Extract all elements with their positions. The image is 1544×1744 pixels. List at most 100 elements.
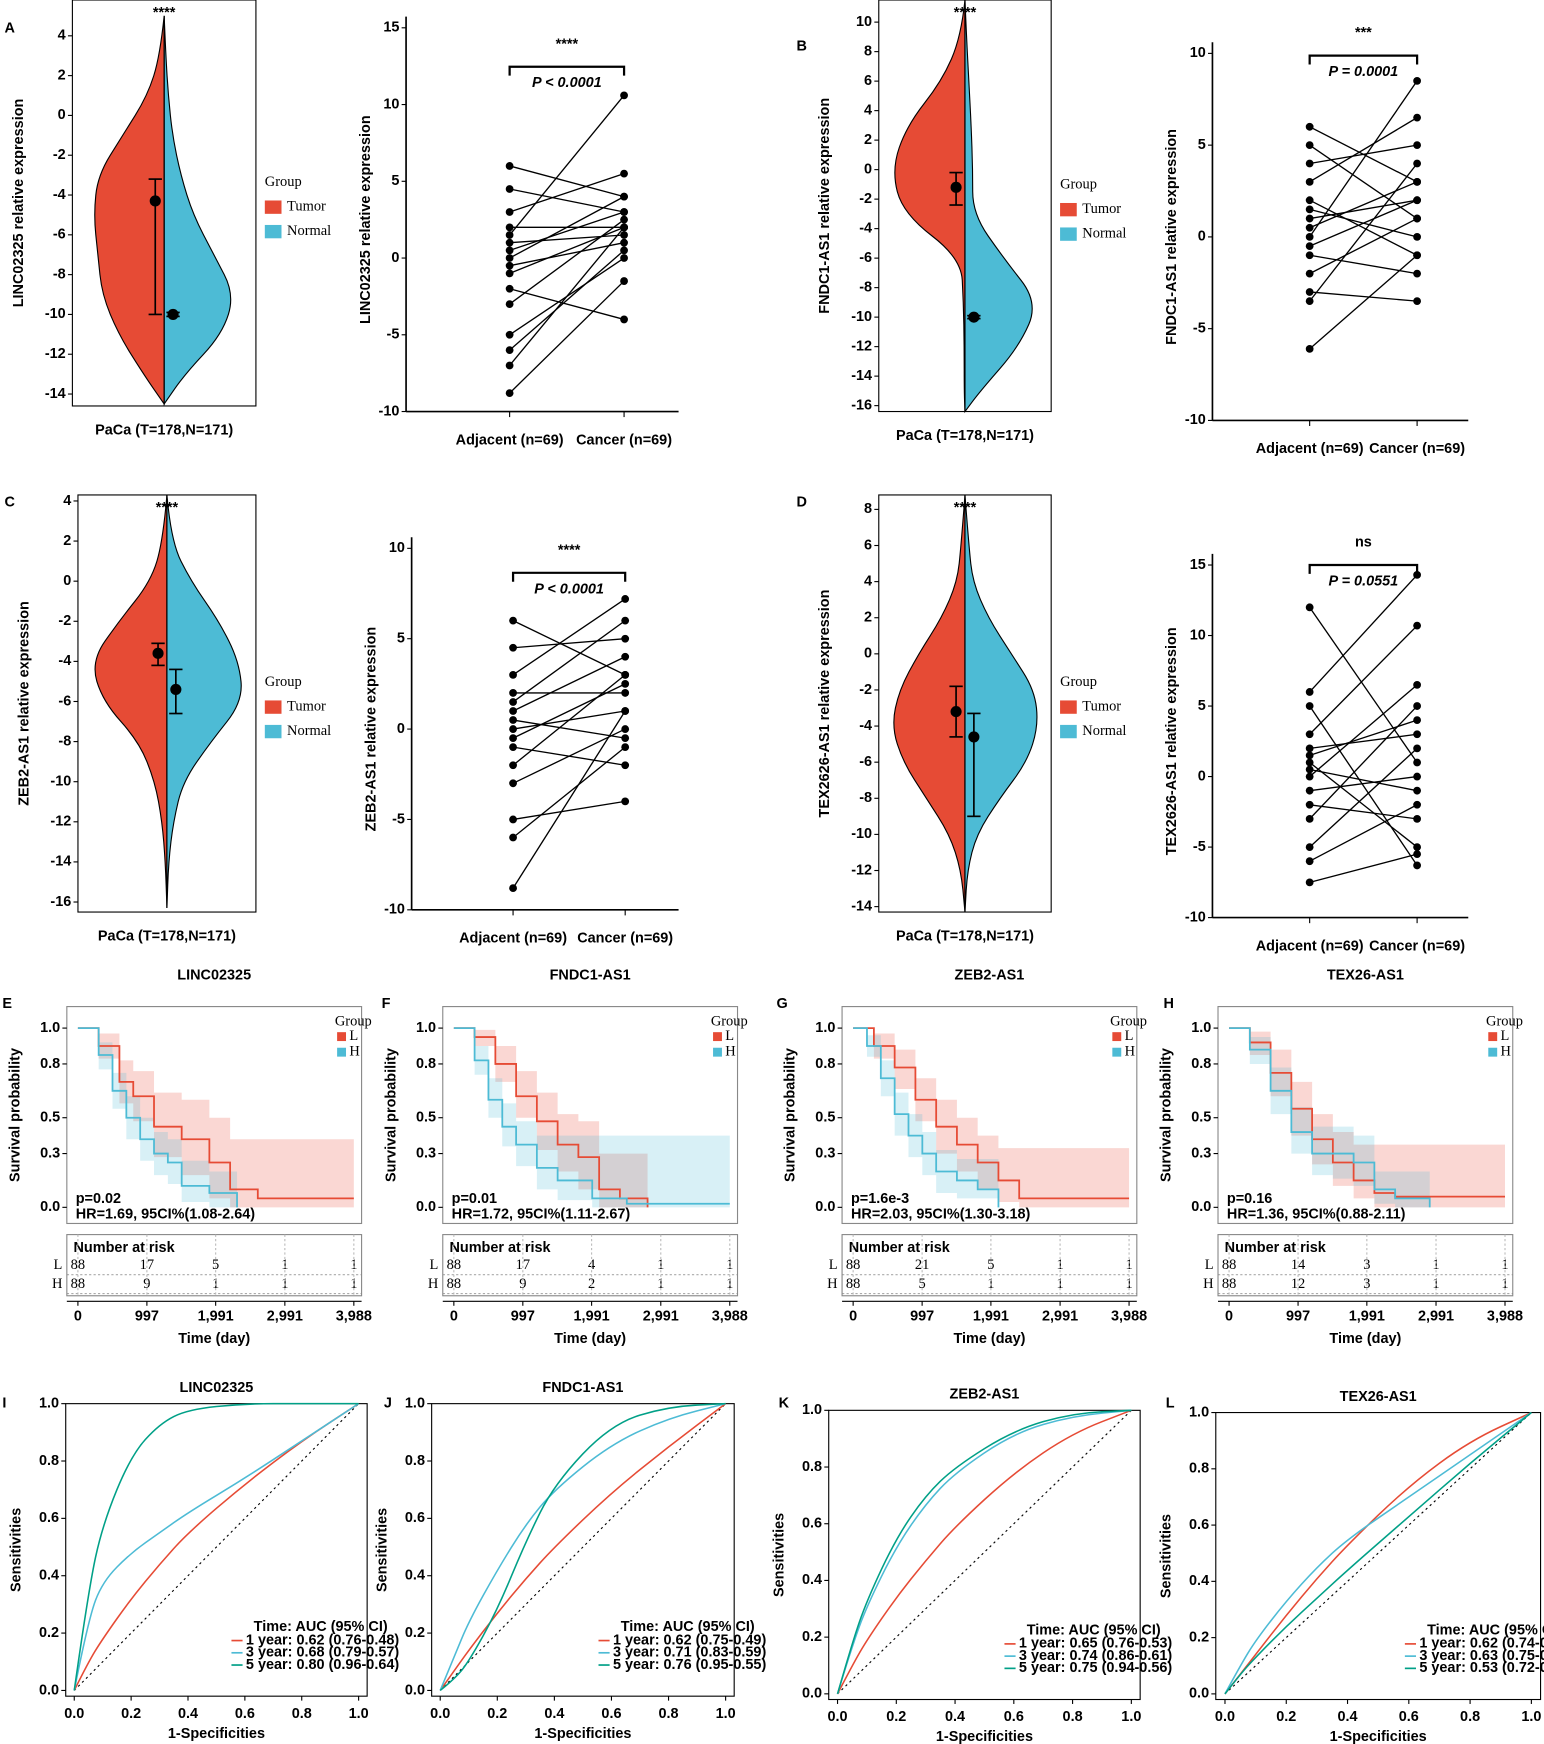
point	[505, 330, 514, 339]
point	[505, 261, 514, 270]
legend-swatch	[713, 1032, 722, 1042]
y-tick-label: 4	[864, 102, 872, 118]
x-axis-label: PaCa (T=178,N=171)	[896, 928, 1034, 944]
legend-title: Group	[335, 1013, 372, 1029]
point	[621, 670, 630, 679]
x-tick-label: Cancer (n=69)	[1369, 938, 1465, 954]
roc-curve	[439, 1403, 727, 1691]
point	[1305, 751, 1314, 760]
pair-line	[1309, 199, 1418, 247]
point	[1305, 159, 1314, 168]
legend-title: Time: AUC (95% CI)	[1427, 1622, 1544, 1638]
y-tick-label: 0.8	[802, 1459, 822, 1475]
point	[1413, 702, 1421, 710]
point	[509, 833, 517, 842]
x-tick-label: Adjacent (n=69)	[1256, 938, 1364, 954]
pair-line	[512, 710, 626, 889]
point	[509, 743, 517, 752]
significance: ****	[153, 5, 176, 21]
mean-dot	[968, 731, 980, 743]
x-tick-label: 0	[849, 1309, 857, 1325]
y-tick-label: -8	[859, 279, 872, 295]
y-tick-label: -6	[859, 754, 872, 770]
y-tick-label: 0.8	[416, 1056, 436, 1072]
panel-letter: G	[776, 996, 787, 1012]
point	[509, 707, 517, 715]
y-tick-label: 0.4	[802, 1572, 822, 1588]
chart-title: LINC02325	[180, 1380, 254, 1396]
significance: ****	[954, 500, 977, 516]
y-tick-label: 5	[1198, 698, 1206, 714]
point	[1413, 716, 1421, 725]
risk-count: 4	[588, 1257, 595, 1273]
point	[509, 734, 517, 743]
legend-label: Normal	[1082, 225, 1126, 241]
panel-letter: L	[1166, 1395, 1175, 1411]
plot-frame	[65, 1403, 368, 1697]
point	[620, 215, 628, 224]
legend-label: 1 year: 0.65 (0.76-0.53)	[1019, 1636, 1172, 1652]
point	[1305, 205, 1314, 214]
chart-title: LINC02325	[177, 967, 251, 983]
x-axis-label: 1-Specificities	[936, 1729, 1033, 1744]
y-tick-label: 0.2	[405, 1625, 425, 1641]
violin-half	[964, 0, 1033, 414]
reference-line	[1224, 1412, 1532, 1695]
point	[621, 725, 630, 733]
point	[621, 689, 630, 697]
roc-curve	[73, 1403, 360, 1691]
legend-label: 3 year: 0.74 (0.86-0.61)	[1019, 1648, 1172, 1664]
point	[505, 223, 514, 232]
pair-line	[1309, 625, 1418, 735]
y-axis-label: Sensitivities	[772, 1513, 788, 1597]
point	[1305, 297, 1314, 306]
y-tick-label: 0.8	[815, 1056, 835, 1072]
y-tick-label: -10	[384, 902, 405, 918]
y-axis-label: LINC02325 relative expression	[358, 115, 374, 324]
bracket	[508, 65, 626, 76]
risk-count: 1	[1501, 1257, 1508, 1273]
y-tick-label: 8	[864, 43, 872, 59]
risk-row-label: L	[1205, 1257, 1214, 1273]
pair-line	[509, 196, 625, 259]
y-tick-label: -10	[45, 306, 66, 322]
y-axis-label: TEX2626-AS1 relative expression	[817, 590, 833, 818]
point	[1305, 688, 1314, 696]
x-tick-label: 3,988	[712, 1309, 748, 1325]
y-tick-label: 2	[864, 132, 872, 148]
legend-label: 3 year: 0.68 (0.79-0.57)	[246, 1645, 399, 1661]
legend-label: H	[1125, 1043, 1135, 1059]
point	[1305, 251, 1314, 260]
y-tick-label: -10	[851, 309, 872, 325]
x-tick-label: 0.8	[1063, 1709, 1083, 1725]
legend-title: Group	[1060, 674, 1097, 690]
pair-line	[509, 226, 625, 275]
hazard-ratio: HR=1.72, 95CI%(1.11-2.67)	[452, 1206, 631, 1222]
x-tick-label: 0	[450, 1309, 458, 1325]
point	[1305, 800, 1314, 809]
y-tick-label: -4	[53, 187, 66, 203]
y-axis-label: Sensitivities	[9, 1508, 25, 1592]
risk-count: 88	[447, 1257, 461, 1273]
pair-line	[512, 728, 626, 784]
x-tick-label: 1,991	[1349, 1309, 1385, 1325]
pair-line	[509, 234, 625, 244]
legend-swatch	[264, 700, 282, 714]
legend-title: Time: AUC (95% CI)	[254, 1619, 388, 1635]
y-tick-label: 1.0	[39, 1395, 59, 1411]
x-tick-label: 0.2	[121, 1706, 141, 1722]
y-tick-label: 0.5	[815, 1110, 835, 1126]
x-tick-label: 3,988	[336, 1309, 372, 1325]
risk-count: 1	[726, 1257, 733, 1273]
chart-title: TEX26-AS1	[1340, 1389, 1417, 1405]
mean-dot	[149, 195, 161, 207]
y-tick-label: 0.2	[39, 1625, 59, 1641]
legend-title: Group	[711, 1013, 748, 1029]
pair-line	[512, 620, 626, 676]
y-tick-label: -10	[50, 774, 71, 790]
p-value: P = 0.0001	[1329, 64, 1399, 80]
legend-swatch	[264, 224, 282, 239]
y-tick-label: 0.6	[405, 1510, 425, 1526]
point	[505, 300, 514, 308]
legend-label: Tumor	[1082, 698, 1121, 714]
